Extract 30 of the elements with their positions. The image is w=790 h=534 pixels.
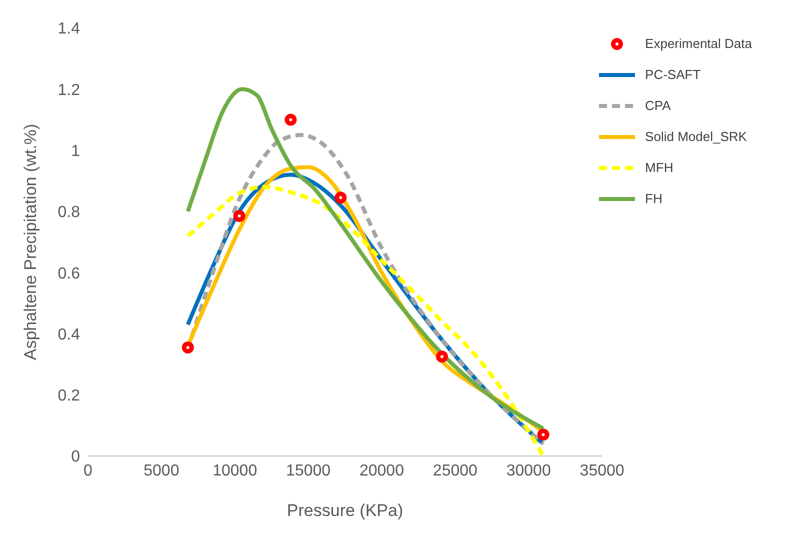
x-tick-label: 10000 (212, 462, 258, 480)
legend-label: Experimental Data (645, 36, 752, 51)
y-tick-label: 0.8 (58, 204, 80, 222)
x-tick-label: 0 (84, 462, 93, 480)
x-tick-label: 35000 (580, 462, 624, 480)
legend-label: FH (645, 191, 662, 206)
y-tick-label: 0 (71, 448, 80, 466)
y-tick-label: 1.4 (58, 20, 80, 38)
x-tick-label: 25000 (432, 462, 478, 480)
y-tick-label: 0.4 (58, 326, 80, 344)
legend-label: Solid Model_SRK (645, 129, 747, 144)
y-tick-label: 0.2 (58, 388, 80, 405)
legend-label: PC-SAFT (645, 67, 701, 82)
x-tick-label: 20000 (359, 462, 404, 480)
point (334, 192, 347, 204)
point (233, 210, 246, 222)
point (436, 350, 448, 363)
legend-label: MFH (645, 160, 674, 175)
y-tick-label: 1 (71, 142, 80, 160)
legend-label: CPA (645, 98, 671, 113)
point (284, 114, 297, 126)
x-tick-label: 5000 (144, 462, 180, 480)
y-axis-title: Asphaltene Precipitation (wt.%) (21, 124, 40, 360)
point (537, 428, 550, 441)
x-axis-title: Pressure (KPa) (286, 501, 404, 520)
point (182, 341, 194, 354)
y-tick-label: 0.6 (58, 265, 80, 282)
x-tick-label: 30000 (506, 462, 551, 480)
x-tick-label: 15000 (286, 462, 331, 480)
y-tick-label: 1.2 (58, 82, 80, 99)
